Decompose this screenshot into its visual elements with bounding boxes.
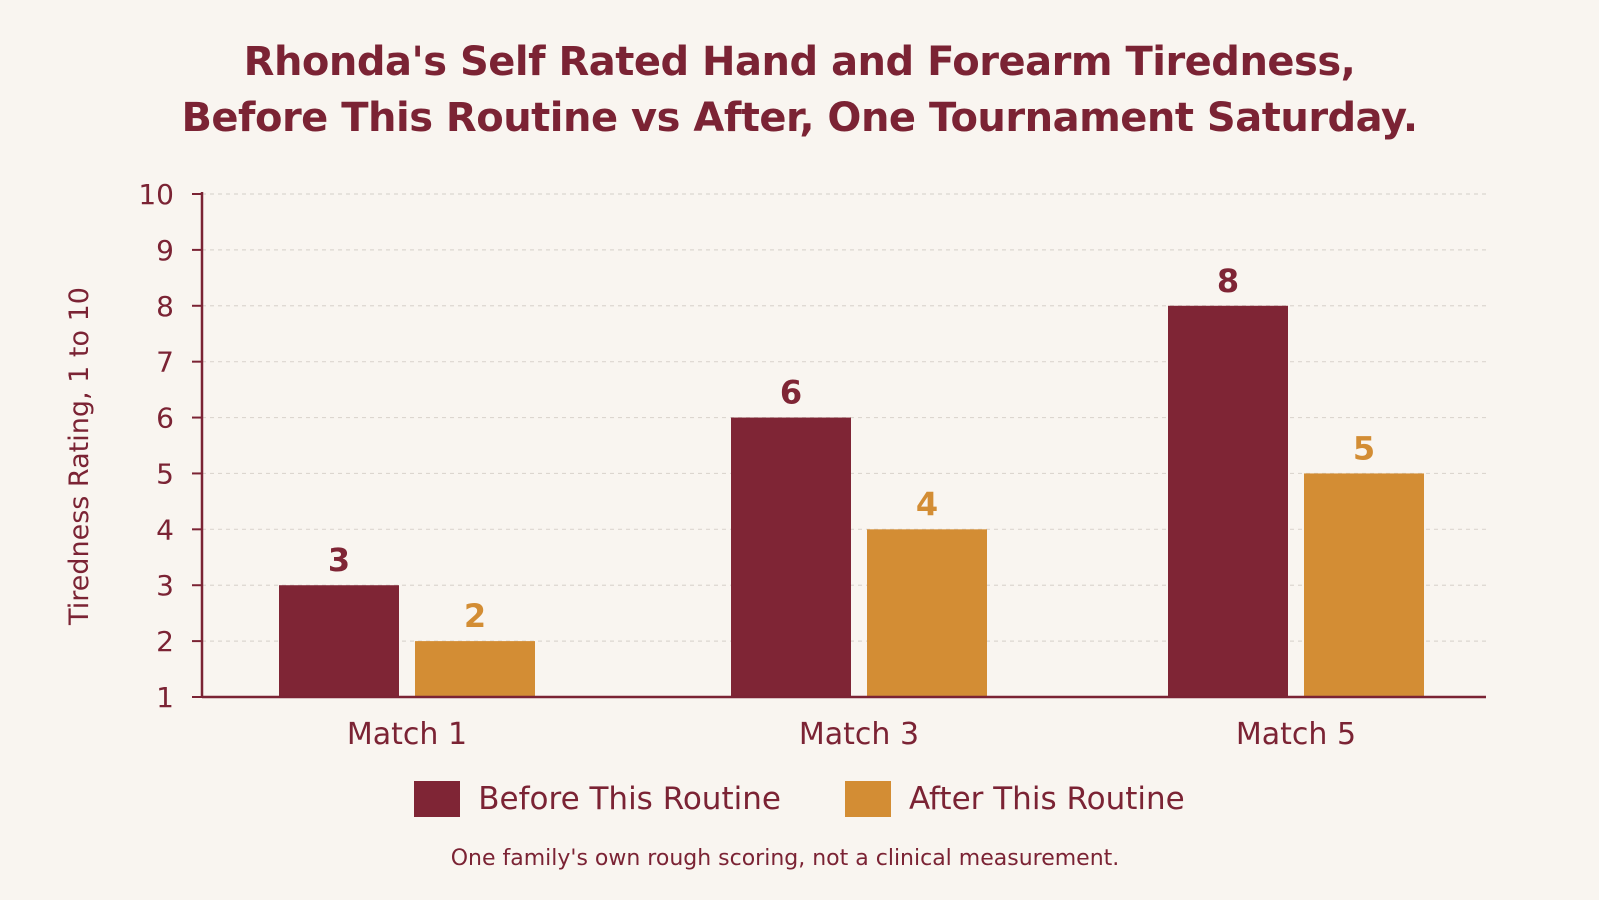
y-tick-label: 3 [156,569,174,602]
x-tick-label: Match 1 [347,717,467,752]
chart-title: Rhonda's Self Rated Hand and Forearm Tir… [0,34,1599,146]
data-label: 4 [916,485,938,523]
data-label: 8 [1217,262,1239,300]
legend-swatch-before [414,781,461,817]
footnote: One family's own rough scoring, not a cl… [450,846,1120,871]
data-label: 3 [328,541,350,579]
x-tick-label: Match 3 [799,717,919,752]
x-tick-label: Match 5 [1236,717,1356,752]
bar-before-match-3 [731,417,851,697]
legend: Before This Routine After This Routine [0,781,1599,817]
bar-after-match-3 [867,529,987,697]
bar-after-match-1 [415,641,535,697]
data-label: 6 [780,374,802,412]
data-label: 2 [464,597,486,635]
y-tick-label: 8 [156,290,174,323]
bars [279,305,1424,697]
axes [192,192,1486,699]
y-tick-label: 1 [156,681,174,714]
chart-title-line-2: Before This Routine vs After, One Tourna… [181,95,1418,141]
bar-before-match-5 [1168,305,1288,697]
data-label: 5 [1353,429,1375,467]
y-tick-label: 2 [156,625,174,658]
tick-labels: 1 2 3 4 5 6 7 8 9 10 3 2 Match 1 6 4 Match 3 8 5 Match 5 [138,178,1375,752]
legend-item-after: After This Routine [844,781,1185,817]
legend-item-before: Before This Routine [414,781,781,817]
y-tick-label: 5 [156,457,174,490]
legend-label-after: After This Routine [908,781,1185,817]
legend-swatch-after [844,781,891,817]
y-axis-label: Tiredness Rating, 1 to 10 [64,287,95,626]
y-tick-label: 6 [156,402,174,435]
bar-after-match-5 [1304,473,1424,697]
bar-before-match-1 [279,585,399,697]
legend-label-before: Before This Routine [478,781,781,817]
y-tick-label: 10 [138,178,174,211]
y-tick-label: 7 [156,346,174,379]
chart-title-line-1: Rhonda's Self Rated Hand and Forearm Tir… [243,39,1356,85]
y-tick-label: 4 [156,513,174,546]
y-tick-label: 9 [156,234,174,267]
